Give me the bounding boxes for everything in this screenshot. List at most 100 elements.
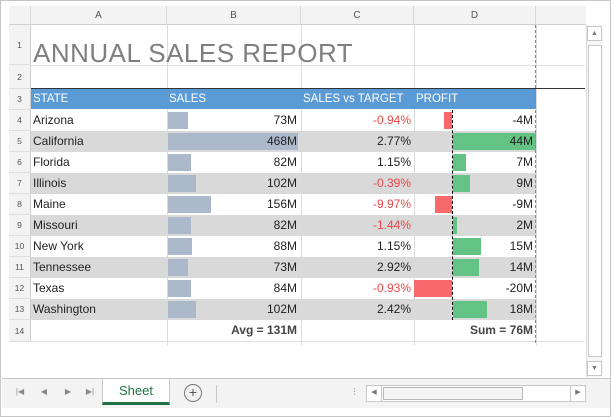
sales-cell[interactable]: 102M	[266, 176, 297, 190]
row-header-4[interactable]: 4	[9, 110, 31, 131]
profit-cell[interactable]: -9M	[512, 197, 533, 211]
select-all-corner[interactable]	[9, 6, 31, 25]
previous-sheet-icon[interactable]: ◀	[40, 387, 48, 396]
table-row: Washington 102M 2.42% 18M	[31, 299, 536, 320]
sales-average[interactable]: Avg = 131M	[231, 323, 297, 337]
column-header-b[interactable]: B	[167, 6, 301, 25]
row-header-8[interactable]: 8	[9, 194, 31, 215]
sales-data-bar	[168, 238, 192, 255]
gridline	[31, 341, 585, 342]
state-cell[interactable]: Maine	[33, 197, 66, 211]
row-header-2[interactable]: 2	[9, 65, 31, 89]
row-header-14[interactable]: 14	[9, 320, 31, 342]
target-cell[interactable]: 2.42%	[376, 302, 411, 316]
sales-cell[interactable]: 82M	[273, 155, 297, 169]
horizontal-scroll-thumb[interactable]	[383, 387, 523, 400]
state-cell[interactable]: Washington	[33, 302, 96, 316]
target-cell[interactable]: -1.44%	[372, 218, 411, 232]
sales-cell[interactable]: 468M	[266, 134, 297, 148]
profit-sum[interactable]: Sum = 76M	[469, 323, 533, 337]
header-profit[interactable]: PROFIT	[416, 93, 459, 105]
sales-cell[interactable]: 84M	[273, 281, 297, 295]
scroll-up-button[interactable]: ▲	[587, 26, 602, 41]
target-cell[interactable]: -0.94%	[372, 113, 411, 127]
target-cell[interactable]: 2.92%	[376, 260, 411, 274]
state-cell[interactable]: Florida	[33, 155, 70, 169]
row-header-1[interactable]: 1	[9, 25, 31, 65]
scroll-down-button[interactable]: ▼	[587, 361, 602, 376]
profit-cell[interactable]: -20M	[505, 281, 533, 295]
profit-data-bar	[444, 112, 452, 129]
cell-grid[interactable]: ANNUAL SALES REPORT STATE SALES SALES vs…	[31, 25, 585, 345]
target-cell[interactable]: 2.77%	[376, 134, 411, 148]
row-header-6[interactable]: 6	[9, 152, 31, 173]
target-cell[interactable]: -9.97%	[372, 197, 411, 211]
state-cell[interactable]: Illinois	[33, 176, 67, 190]
column-header-a[interactable]: A	[31, 6, 167, 25]
header-sales[interactable]: SALES	[169, 93, 207, 105]
profit-cell[interactable]: 44M	[509, 134, 533, 148]
vertical-scrollbar[interactable]: ▲ ▼	[586, 25, 603, 377]
table-row: Texas 84M -0.93% -20M	[31, 278, 536, 299]
state-cell[interactable]: Arizona	[33, 113, 74, 127]
row-header-13[interactable]: 13	[9, 299, 31, 320]
column-header-d[interactable]: D	[414, 6, 536, 25]
header-state[interactable]: STATE	[33, 93, 69, 105]
row-header-3[interactable]: 3	[9, 89, 31, 110]
sales-data-bar	[168, 175, 196, 192]
sales-cell[interactable]: 102M	[266, 302, 297, 316]
row-header-10[interactable]: 10	[9, 236, 31, 257]
state-cell[interactable]: Texas	[33, 281, 65, 295]
sheet-tab[interactable]: Sheet	[102, 379, 170, 405]
profit-cell[interactable]: 15M	[509, 239, 533, 253]
row-header-7[interactable]: 7	[9, 173, 31, 194]
table-row: Tennessee 73M 2.92% 14M	[31, 257, 536, 278]
profit-cell[interactable]: -4M	[512, 113, 533, 127]
sales-cell[interactable]: 73M	[273, 113, 297, 127]
target-cell[interactable]: -0.93%	[372, 281, 411, 295]
state-cell[interactable]: Tennessee	[33, 260, 92, 274]
report-title[interactable]: ANNUAL SALES REPORT	[33, 38, 354, 68]
profit-cell[interactable]: 18M	[509, 302, 533, 316]
scroll-left-button[interactable]: ◀	[367, 386, 382, 401]
target-cell[interactable]: -0.39%	[372, 176, 411, 190]
splitter-grip-icon[interactable]: ⋮	[350, 387, 359, 396]
sales-cell[interactable]: 82M	[273, 218, 297, 232]
target-cell[interactable]: 1.15%	[376, 155, 411, 169]
profit-data-bar	[453, 154, 466, 171]
last-sheet-icon[interactable]: ▶|	[85, 387, 95, 396]
sales-cell[interactable]: 73M	[273, 260, 297, 274]
profit-data-bar	[453, 301, 487, 318]
sales-data-bar	[168, 301, 196, 318]
column-header-e[interactable]	[536, 6, 586, 25]
sales-data-bar	[168, 196, 211, 213]
profit-cell[interactable]: 14M	[509, 260, 533, 274]
sales-cell[interactable]: 156M	[266, 197, 297, 211]
profit-data-bar	[453, 133, 536, 150]
profit-cell[interactable]: 9M	[516, 176, 533, 190]
horizontal-scrollbar[interactable]: ◀ ▶	[366, 385, 586, 402]
profit-cell[interactable]: 7M	[516, 155, 533, 169]
row-header-9[interactable]: 9	[9, 215, 31, 236]
state-cell[interactable]: California	[33, 134, 84, 148]
add-sheet-icon[interactable]: +	[184, 384, 202, 402]
row-header-12[interactable]: 12	[9, 278, 31, 299]
profit-data-bar	[453, 238, 481, 255]
state-cell[interactable]: New York	[33, 239, 84, 253]
row-header-11[interactable]: 11	[9, 257, 31, 278]
header-sales-vs-target[interactable]: SALES vs TARGET	[303, 93, 404, 105]
target-cell[interactable]: 1.15%	[376, 239, 411, 253]
sales-data-bar	[168, 112, 188, 129]
profit-cell[interactable]: 2M	[516, 218, 533, 232]
vertical-scroll-thumb[interactable]	[588, 45, 602, 357]
profit-data-bar	[453, 259, 479, 276]
column-header-c[interactable]: C	[301, 6, 414, 25]
first-sheet-icon[interactable]: |◀	[15, 387, 25, 396]
row-header-5[interactable]: 5	[9, 131, 31, 152]
scroll-right-button[interactable]: ▶	[570, 386, 585, 401]
profit-axis	[452, 110, 453, 320]
state-cell[interactable]: Missouri	[33, 218, 78, 232]
sales-cell[interactable]: 88M	[273, 239, 297, 253]
next-sheet-icon[interactable]: ▶	[64, 387, 72, 396]
